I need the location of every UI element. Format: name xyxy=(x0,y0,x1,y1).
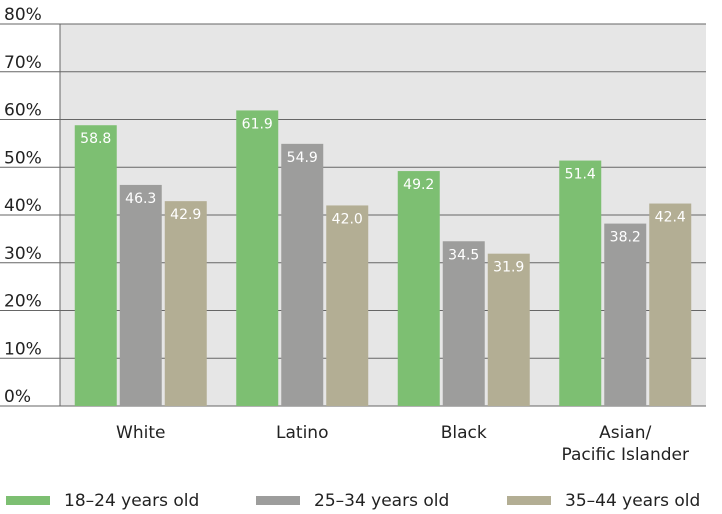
x-category-label: Asian/ xyxy=(599,423,651,443)
bar xyxy=(119,184,162,406)
data-label: 34.5 xyxy=(448,247,479,263)
data-label: 51.4 xyxy=(565,167,596,183)
y-tick-label: 50% xyxy=(4,148,42,168)
y-tick-label: 20% xyxy=(4,292,42,312)
data-label: 54.9 xyxy=(287,150,318,166)
bar xyxy=(442,241,485,406)
bar xyxy=(487,253,530,406)
data-label: 42.9 xyxy=(170,207,201,223)
legend-swatch xyxy=(6,496,50,505)
legend-label: 35–44 years old xyxy=(565,491,700,511)
data-label: 46.3 xyxy=(125,191,156,207)
y-tick-label: 70% xyxy=(4,53,42,73)
y-tick-label: 80% xyxy=(4,5,42,25)
x-category-label: White xyxy=(116,423,165,443)
data-label: 42.4 xyxy=(655,210,686,226)
data-label: 42.0 xyxy=(332,211,363,227)
data-label: 58.8 xyxy=(80,131,111,147)
bar xyxy=(559,160,602,406)
y-tick-label: 10% xyxy=(4,339,42,359)
data-label: 61.9 xyxy=(242,116,273,132)
x-category-label: Pacific Islander xyxy=(562,445,689,465)
legend-swatch xyxy=(507,496,551,505)
legend-label: 25–34 years old xyxy=(314,491,449,511)
y-tick-label: 60% xyxy=(4,101,42,121)
bar xyxy=(604,223,647,406)
y-tick-label: 40% xyxy=(4,196,42,216)
x-category-label: Black xyxy=(441,423,487,443)
y-tick-label: 30% xyxy=(4,244,42,264)
legend-label: 18–24 years old xyxy=(64,491,199,511)
bar xyxy=(397,171,440,406)
data-label: 38.2 xyxy=(610,230,641,246)
x-category-label: Latino xyxy=(276,423,328,443)
bar xyxy=(326,205,369,406)
legend-swatch xyxy=(256,496,300,505)
bar xyxy=(164,201,207,406)
data-label: 49.2 xyxy=(403,177,434,193)
bar xyxy=(236,110,279,407)
y-tick-label: 0% xyxy=(4,387,31,407)
bar xyxy=(649,203,692,406)
bar xyxy=(281,143,324,407)
data-label: 31.9 xyxy=(493,260,524,276)
bar xyxy=(74,125,117,406)
